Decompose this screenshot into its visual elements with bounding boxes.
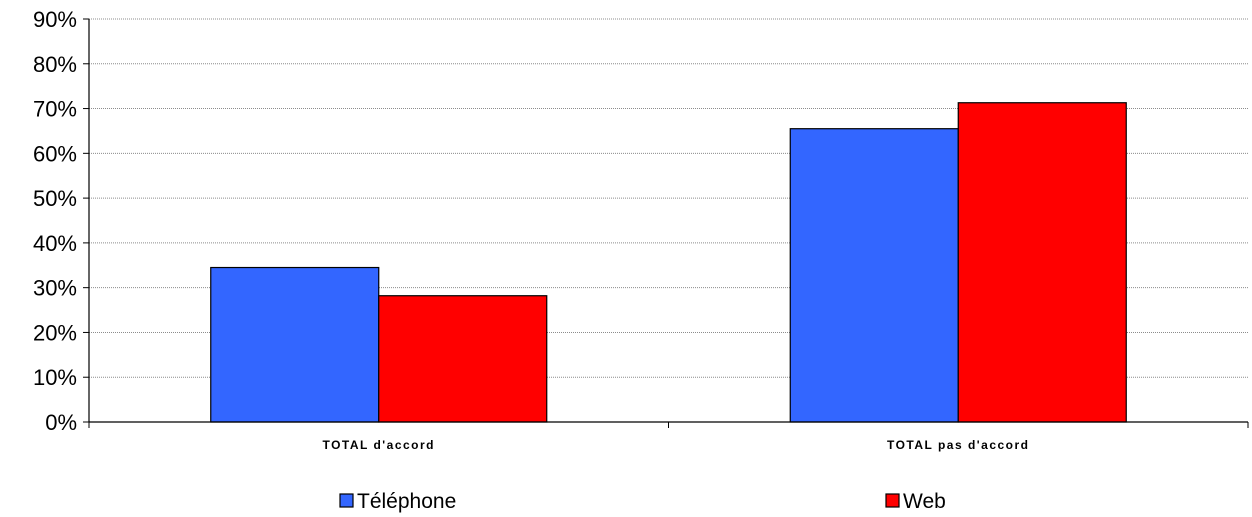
y-tick-label: 20% (33, 320, 77, 345)
bar-telephone-1 (210, 266, 380, 423)
y-tick-label: 30% (33, 276, 77, 301)
y-tick-label: 10% (33, 365, 77, 390)
bar-web-2 (957, 102, 1127, 423)
y-tick-label: 50% (33, 186, 77, 211)
y-tick-labels: 0% 10% 20% 30% 40% 50% 60% 70% 80% 90% (33, 7, 77, 435)
legend-swatch-telephone (339, 493, 354, 508)
legend-swatch-web (885, 493, 900, 508)
y-tick-label: 70% (33, 97, 77, 122)
legend-label-web: Web (903, 490, 946, 513)
y-tick-label: 40% (33, 231, 77, 256)
bar-web-1 (378, 295, 548, 423)
x-category-label: TOTAL pas d'accord (887, 438, 1030, 452)
legend-label-telephone: Téléphone (357, 490, 456, 513)
axes (83, 18, 1249, 428)
y-tick-label: 60% (33, 141, 77, 166)
y-tick-label: 80% (33, 52, 77, 77)
bar-telephone-2 (789, 128, 959, 423)
x-category-labels: TOTAL d'accord TOTAL pas d'accord (322, 438, 1030, 452)
y-tick-label: 90% (33, 7, 77, 32)
y-tick-label: 0% (45, 410, 77, 435)
x-category-label: TOTAL d'accord (322, 438, 435, 452)
bars (210, 102, 1127, 423)
legend: Téléphone Web (339, 490, 946, 513)
